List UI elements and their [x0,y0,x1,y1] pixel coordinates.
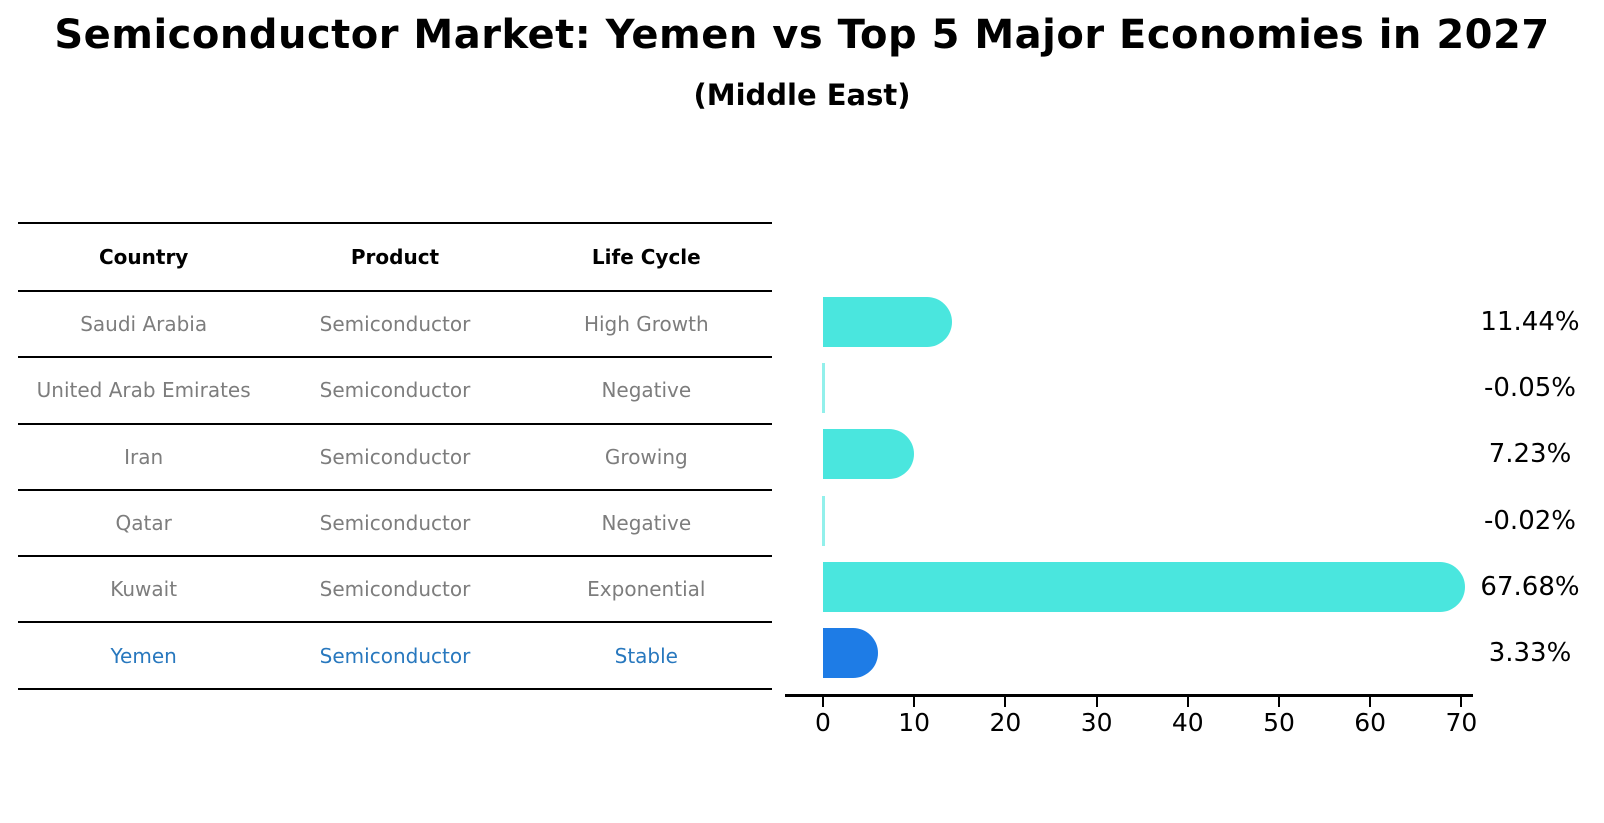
table-row-kuwait: Kuwait Semiconductor Exponential [18,557,772,624]
cell-product: Semiconductor [319,444,471,469]
x-tick-label: 40 [1171,708,1204,737]
column-header-life-cycle: Life Cycle [591,245,701,269]
bar-yemen [823,628,879,678]
cell-product: Semiconductor [319,643,471,668]
country-table: Country Product Life Cycle Saudi Arabia … [18,222,772,690]
x-tick-label: 50 [1263,708,1295,737]
x-tick-mark [1278,696,1280,707]
bar-iran [823,429,914,479]
x-axis-line [785,694,1473,697]
cell-life-cycle: High Growth [583,312,709,337]
table-row-qatar: Qatar Semiconductor Negative [18,491,772,558]
cell-country: Qatar [115,511,172,536]
x-tick-label: 60 [1354,708,1387,737]
x-tick-mark [1186,696,1189,707]
x-tick-label: 20 [989,708,1022,737]
column-header-country: Country [98,245,189,269]
table-header-row: Country Product Life Cycle [18,224,772,292]
cell-country: Saudi Arabia [80,312,208,337]
value-label-saudi-arabia: 11.44% [1480,307,1580,337]
cell-country: United Arab Emirates [36,378,251,403]
cell-country: Yemen [110,643,177,668]
bar-qatar [822,496,825,546]
cell-life-cycle: Stable [614,643,678,668]
cell-country: Iran [124,444,164,469]
value-label-yemen: 3.33% [1488,638,1572,668]
cell-life-cycle: Growing [604,444,688,469]
x-tick-mark [1369,696,1372,707]
x-tick-label: 70 [1445,708,1478,737]
x-tick-label: 10 [898,708,931,737]
cell-product: Semiconductor [319,577,471,602]
cell-life-cycle: Exponential [587,577,706,602]
cell-product: Semiconductor [319,312,471,337]
value-label-kuwait: 67.68% [1480,572,1580,602]
column-header-product: Product [350,245,440,269]
chart-subtitle: (Middle East) [693,78,911,112]
x-tick-label: 30 [1080,708,1113,737]
x-tick-mark [1460,696,1463,707]
value-label-qatar: -0.02% [1484,506,1576,536]
value-label-united-arab-emirates: -0.05% [1484,373,1576,403]
table-row-saudi-arabia: Saudi Arabia Semiconductor High Growth [18,292,772,359]
cell-life-cycle: Negative [601,378,692,403]
bar-saudi-arabia [823,297,953,347]
x-tick-mark [822,696,824,707]
bar-united-arab-emirates [822,363,825,413]
table-row-united-arab-emirates: United Arab Emirates Semiconductor Negat… [18,358,772,425]
table-row-yemen: Yemen Semiconductor Stable [18,623,772,690]
x-tick-mark [913,696,916,707]
chart-title: Semiconductor Market: Yemen vs Top 5 Maj… [54,12,1550,58]
cell-life-cycle: Negative [601,511,692,536]
x-tick-mark [1004,696,1007,707]
cell-product: Semiconductor [319,378,471,403]
bar-kuwait [823,562,1466,612]
x-tick-mark [1095,696,1098,707]
x-tick-label: 0 [815,708,831,737]
cell-country: Kuwait [110,577,178,602]
value-label-iran: 7.23% [1488,439,1572,469]
cell-product: Semiconductor [319,511,471,536]
table-row-iran: Iran Semiconductor Growing [18,425,772,491]
